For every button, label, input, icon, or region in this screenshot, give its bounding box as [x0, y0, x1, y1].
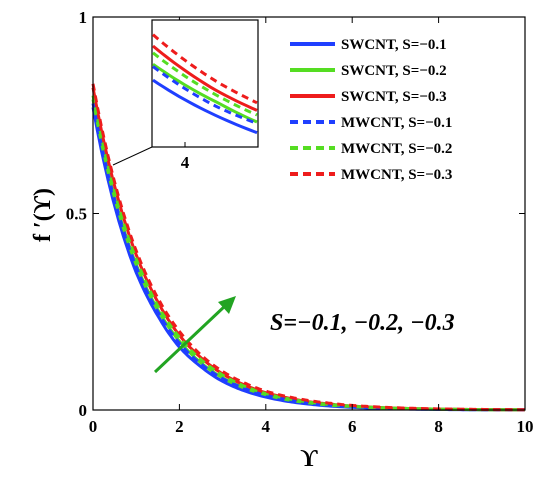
trend-arrow-line [153, 304, 227, 374]
legend-label: SWCNT, S=−0.1 [341, 37, 447, 53]
series-line [91, 95, 525, 412]
legend-label: SWCNT, S=−0.3 [341, 89, 447, 105]
inset-series-line [152, 65, 258, 125]
trend-arrow [153, 296, 236, 374]
legend: SWCNT, S=−0.1 SWCNT, S=−0.2 SWCNT, S=−0.3 M… [282, 28, 518, 196]
y-axis-label: f ′(ϒ) [30, 188, 56, 242]
x-tick-label: 10 [517, 417, 534, 436]
parameter-annotation: S=−0.1, −0.2, −0.3 [270, 310, 455, 336]
inset-series-line [152, 51, 258, 117]
x-tick-label: 8 [434, 417, 443, 436]
legend-label: SWCNT, S=−0.2 [341, 63, 447, 79]
x-tick-label: 6 [348, 417, 357, 436]
ticks-layer: 0 2 4 6 8 10 0 0.5 1 [66, 8, 534, 436]
inset-series-line [152, 62, 258, 124]
inset-series-layer [152, 33, 258, 135]
legend-box [282, 28, 518, 196]
x-tick-label: 0 [89, 417, 98, 436]
x-axis-label: ϒ [300, 446, 318, 472]
legend-label: MWCNT, S=−0.1 [341, 115, 452, 131]
x-tick-label: 4 [262, 417, 271, 436]
inset-zoom: 4 [112, 19, 259, 172]
y-tick-label: 1 [79, 8, 88, 27]
trend-arrow-head [218, 296, 236, 314]
inset-series-line [152, 33, 258, 105]
legend-label: MWCNT, S=−0.3 [341, 167, 452, 183]
inset-series-line [152, 78, 258, 135]
y-tick-label: 0 [79, 401, 88, 420]
inset-x-tick-label: 4 [181, 153, 190, 172]
inset-series-line [152, 44, 258, 112]
series-line [91, 103, 525, 412]
legend-label: MWCNT, S=−0.2 [341, 141, 452, 157]
inset-connector-line [112, 146, 153, 166]
x-tick-label: 2 [175, 417, 184, 436]
main-plot: 0 2 4 6 8 10 0 0.5 1 [66, 8, 534, 436]
y-tick-label: 0.5 [66, 205, 87, 224]
